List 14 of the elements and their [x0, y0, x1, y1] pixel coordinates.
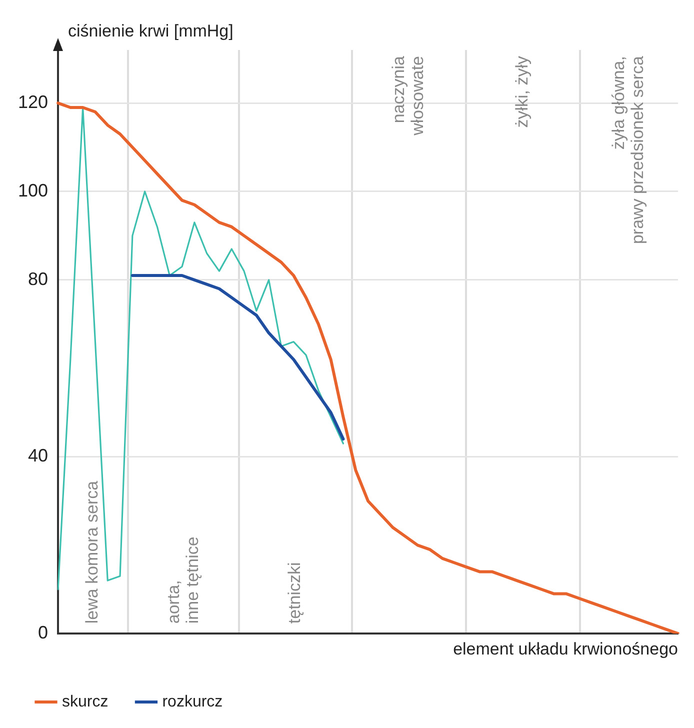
y-tick-label: 100: [18, 180, 48, 200]
y-tick-label: 0: [38, 622, 48, 643]
y-axis-title: ciśnienie krwi [mmHg]: [68, 22, 234, 41]
x-axis-title: element układu krwionośnego: [453, 639, 678, 658]
annotation: tętniczki: [285, 562, 304, 624]
annotation: lewa komora serca: [82, 480, 102, 624]
annotation: naczynia włosowate: [389, 55, 428, 136]
y-tick-label: 120: [18, 92, 48, 112]
annotation: aorta, inne tętnice: [164, 536, 202, 624]
y-tick-label: 40: [28, 446, 48, 466]
legend-label: rozkurcz: [162, 693, 223, 710]
annotation: żyłki, żyły: [512, 56, 532, 128]
y-tick-label: 80: [28, 268, 48, 289]
legend-label: skurcz: [62, 693, 108, 710]
